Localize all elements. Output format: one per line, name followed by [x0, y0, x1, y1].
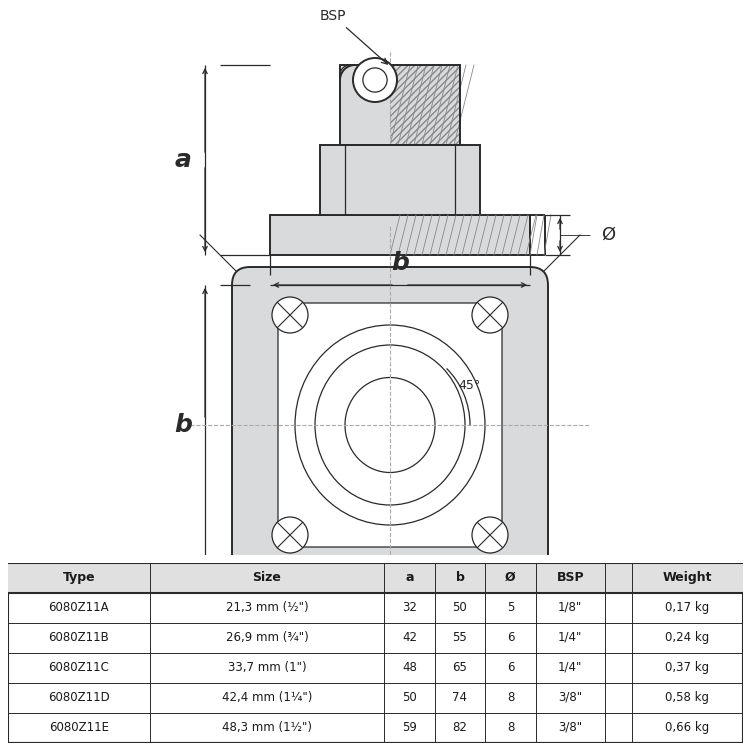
Text: 3/8": 3/8": [558, 721, 582, 734]
Text: 50: 50: [452, 601, 467, 614]
Text: 6: 6: [507, 631, 515, 644]
Bar: [320, 145, 480, 215]
Text: 1/4": 1/4": [558, 631, 583, 644]
FancyBboxPatch shape: [278, 303, 502, 547]
Bar: [390, 65, 460, 145]
Text: 21,3 mm (½"): 21,3 mm (½"): [226, 601, 308, 614]
Text: BSP: BSP: [320, 9, 387, 64]
Text: 65: 65: [452, 661, 467, 674]
Text: Ø: Ø: [506, 571, 516, 584]
Text: 74: 74: [452, 691, 467, 704]
Ellipse shape: [345, 377, 435, 472]
Bar: [340, 65, 390, 145]
Circle shape: [353, 58, 397, 102]
Text: 48: 48: [402, 661, 417, 674]
Text: Type: Type: [62, 571, 95, 584]
Text: 1/4": 1/4": [558, 661, 583, 674]
Text: 48,3 mm (1½"): 48,3 mm (1½"): [222, 721, 312, 734]
Text: 42,4 mm (1¼"): 42,4 mm (1¼"): [222, 691, 312, 704]
Bar: [340, 65, 460, 145]
Text: 32: 32: [402, 601, 417, 614]
Text: BSP: BSP: [556, 571, 584, 584]
Text: 59: 59: [402, 721, 417, 734]
Text: 6080Z11A: 6080Z11A: [49, 601, 109, 614]
Text: 0,66 kg: 0,66 kg: [665, 721, 710, 734]
Text: 50: 50: [402, 691, 417, 704]
Text: a: a: [175, 148, 191, 172]
Text: Size: Size: [253, 571, 281, 584]
Text: 1/8": 1/8": [558, 601, 582, 614]
Bar: [8, 562, 742, 592]
Ellipse shape: [315, 345, 465, 505]
Ellipse shape: [272, 517, 308, 553]
Ellipse shape: [295, 325, 485, 525]
Text: 6: 6: [507, 661, 515, 674]
Text: b: b: [174, 413, 192, 437]
Text: Weight: Weight: [663, 571, 712, 584]
Text: 6080Z11E: 6080Z11E: [49, 721, 109, 734]
FancyBboxPatch shape: [232, 267, 548, 583]
Ellipse shape: [272, 297, 308, 333]
Text: a: a: [405, 571, 414, 584]
Bar: [390, 65, 460, 145]
Text: 0,58 kg: 0,58 kg: [665, 691, 710, 704]
Text: 0,17 kg: 0,17 kg: [665, 601, 710, 614]
Text: 33,7 mm (1"): 33,7 mm (1"): [228, 661, 306, 674]
Ellipse shape: [472, 297, 508, 333]
Text: 0,24 kg: 0,24 kg: [665, 631, 710, 644]
Ellipse shape: [472, 517, 508, 553]
Text: 6080Z11B: 6080Z11B: [48, 631, 109, 644]
Circle shape: [363, 68, 387, 92]
Text: 55: 55: [452, 631, 467, 644]
Bar: [270, 215, 530, 255]
Text: b: b: [391, 251, 409, 275]
Text: 6080Z11D: 6080Z11D: [48, 691, 110, 704]
Text: 5: 5: [507, 601, 515, 614]
Text: 6080Z11C: 6080Z11C: [48, 661, 110, 674]
Text: b: b: [455, 571, 464, 584]
Text: 3/8": 3/8": [558, 691, 582, 704]
Text: 0,37 kg: 0,37 kg: [665, 661, 710, 674]
Text: Ø: Ø: [601, 226, 615, 244]
Text: 8: 8: [507, 721, 515, 734]
Text: 82: 82: [452, 721, 467, 734]
Text: 8: 8: [507, 691, 515, 704]
Text: 45°: 45°: [458, 379, 480, 392]
Text: 26,9 mm (¾"): 26,9 mm (¾"): [226, 631, 308, 644]
Text: 42: 42: [402, 631, 417, 644]
